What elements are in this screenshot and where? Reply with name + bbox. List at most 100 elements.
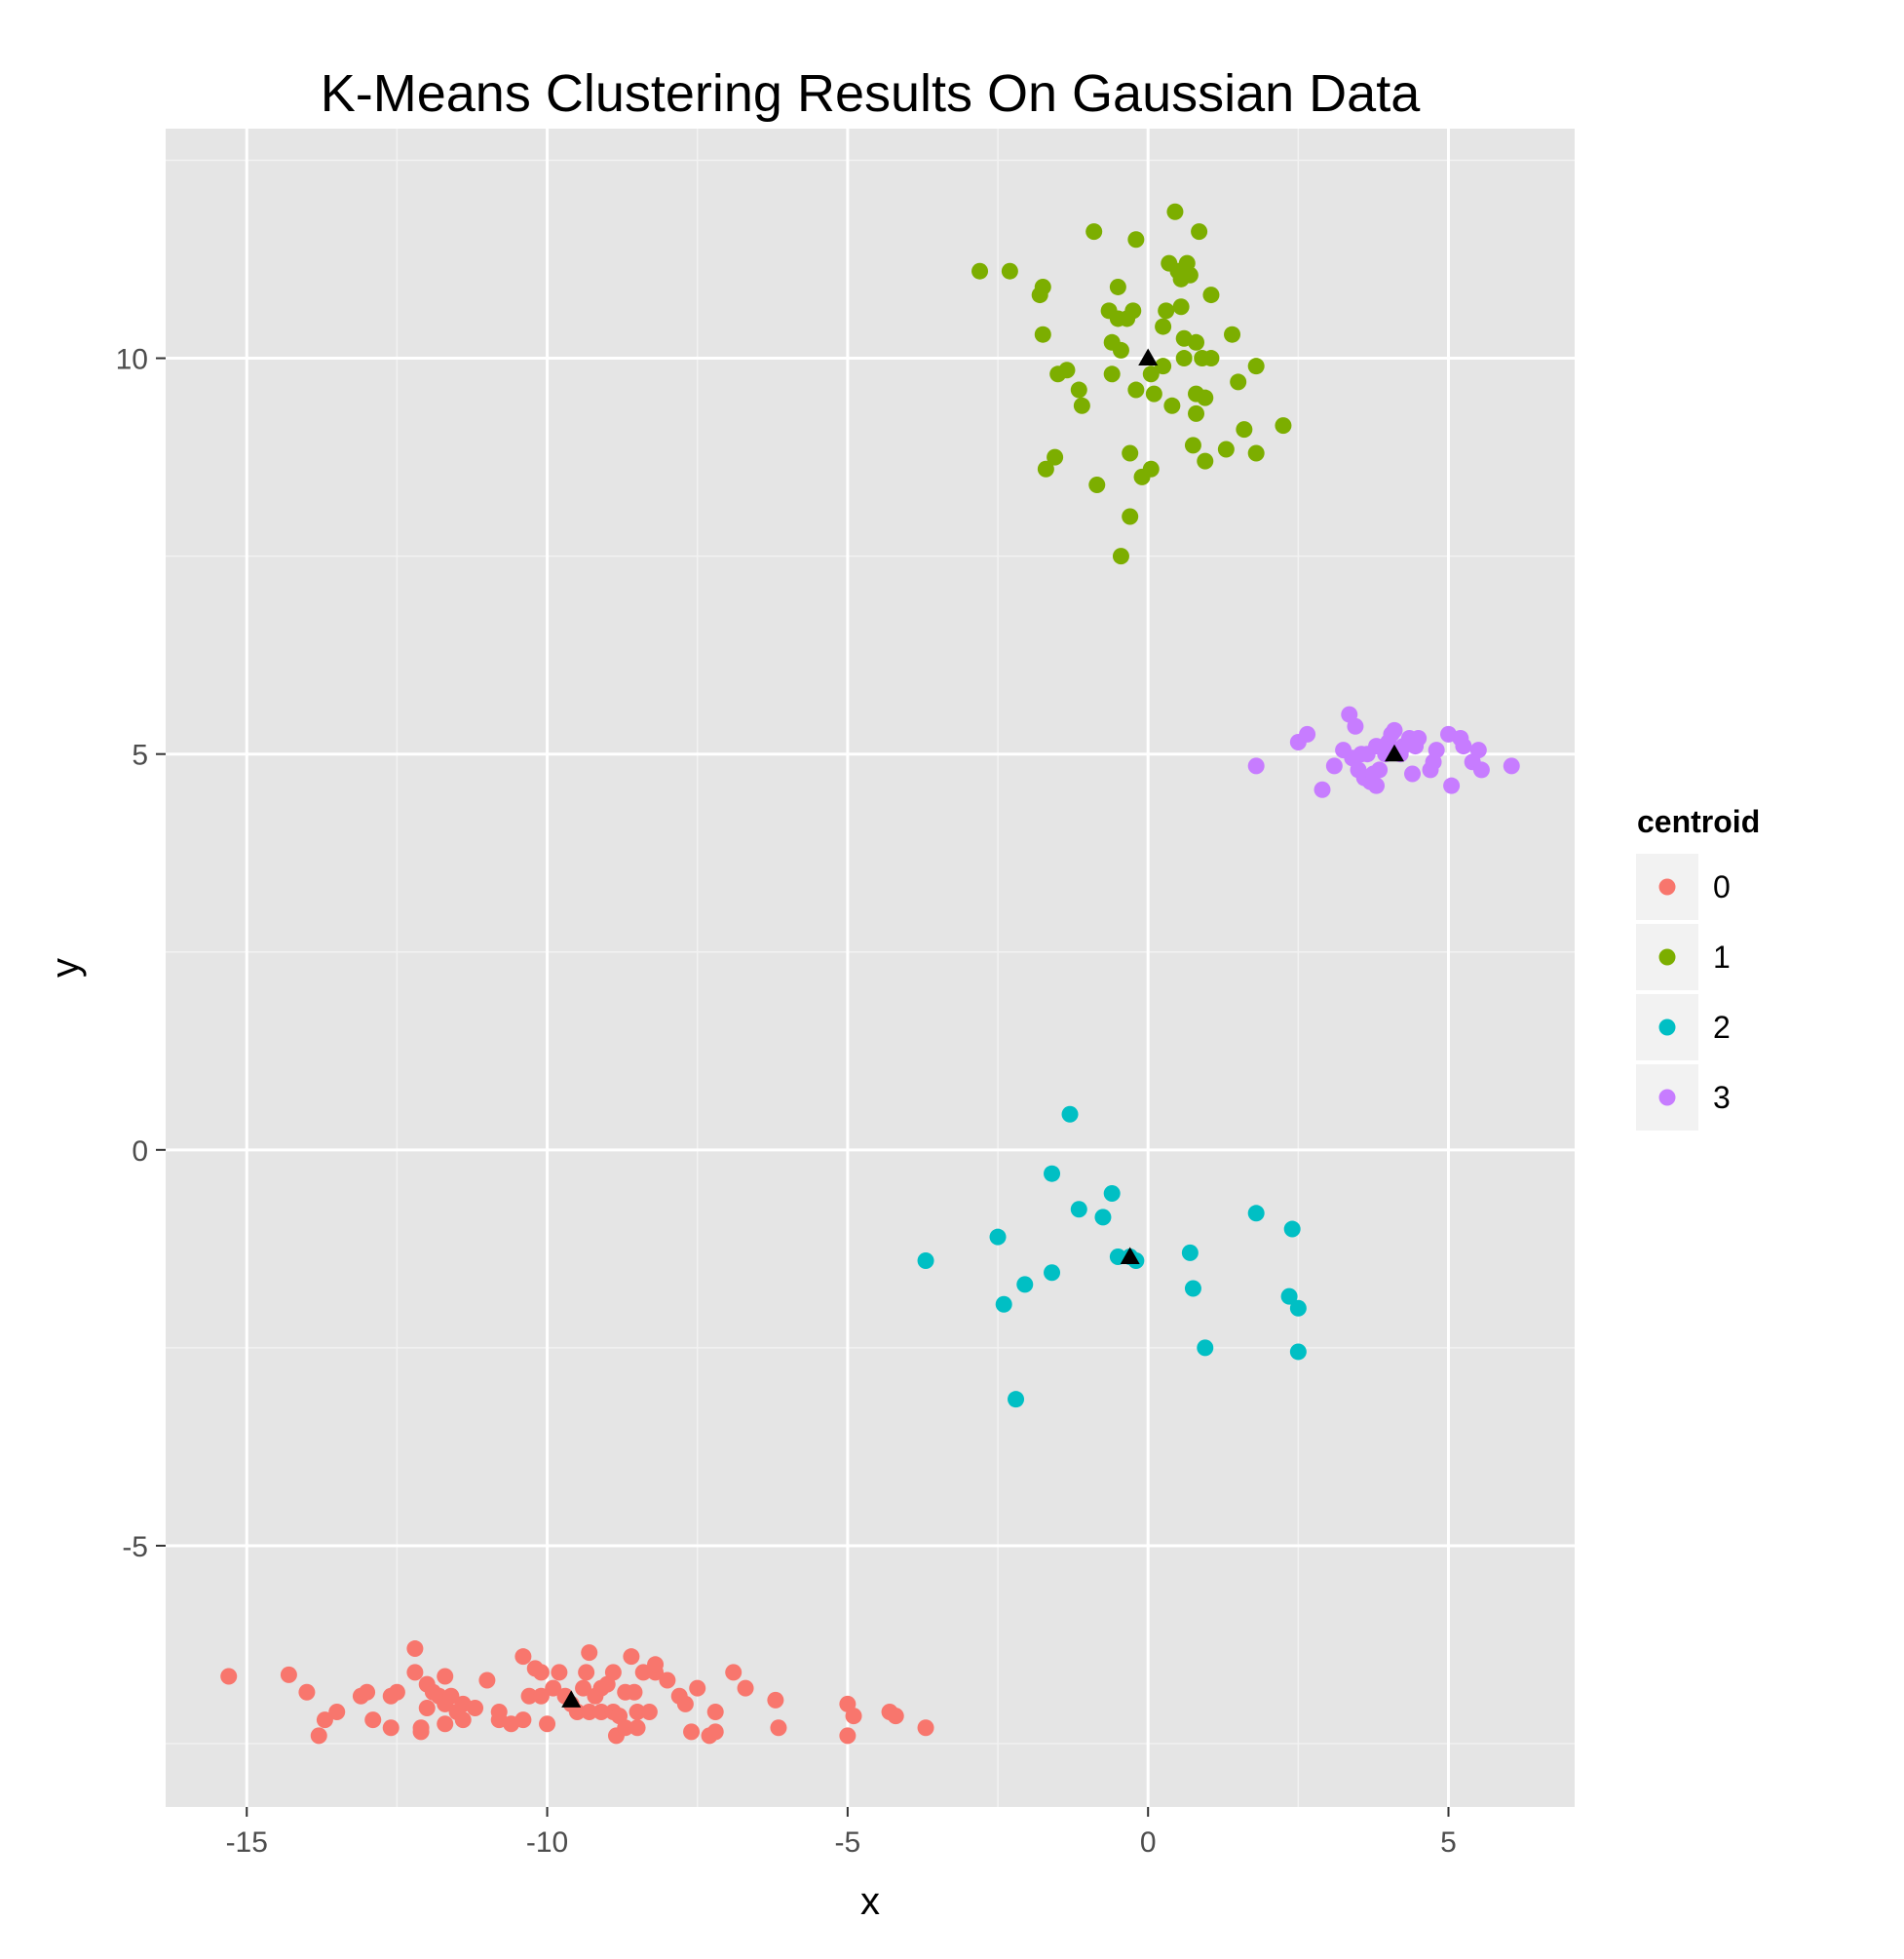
data-point-cluster-0 [280,1666,297,1683]
legend-swatch-0 [1658,878,1676,896]
data-point-cluster-1 [1184,437,1201,454]
data-point-cluster-3 [1404,765,1422,783]
data-point-cluster-2 [1094,1209,1112,1226]
data-point-cluster-1 [1037,460,1054,478]
data-point-cluster-0 [617,1719,634,1737]
data-point-cluster-2 [1044,1264,1061,1282]
legend-items: 0 1 2 3 [1634,852,1731,1133]
legend-swatch-3 [1658,1089,1676,1106]
data-point-cluster-1 [1103,365,1121,383]
data-point-cluster-3 [1472,761,1490,779]
data-point-cluster-0 [887,1708,904,1725]
data-point-cluster-3 [1368,777,1386,794]
data-point-cluster-0 [725,1664,743,1681]
data-point-cluster-1 [1034,326,1051,343]
x-tick-label: -5 [835,1826,861,1859]
data-point-cluster-0 [406,1664,424,1681]
data-point-cluster-2 [917,1252,934,1270]
data-point-cluster-0 [454,1711,472,1729]
data-point-cluster-1 [1070,381,1087,399]
data-point-cluster-1 [1155,358,1172,375]
data-point-cluster-1 [1142,460,1160,478]
data-point-cluster-3 [1503,757,1520,775]
data-point-cluster-1 [1158,302,1175,320]
data-point-cluster-2 [1103,1184,1121,1202]
data-point-cluster-1 [1145,385,1162,403]
data-point-cluster-0 [604,1664,622,1681]
legend-swatch-2 [1658,1018,1676,1036]
legend-title: centroid [1637,804,1760,839]
data-point-cluster-1 [1191,223,1208,241]
data-point-cluster-3 [1455,738,1472,755]
centroid-marker-1 [1138,348,1159,366]
data-point-cluster-0 [316,1711,333,1729]
data-point-cluster-2 [1044,1165,1061,1182]
data-point-cluster-0 [467,1699,484,1716]
data-point-cluster-0 [514,1648,532,1666]
data-point-cluster-1 [1047,448,1064,466]
data-point-cluster-0 [839,1727,857,1745]
data-point-cluster-0 [520,1687,538,1705]
data-point-cluster-3 [1347,717,1364,735]
data-points [220,203,1520,1745]
data-point-cluster-1 [1197,389,1214,406]
data-point-cluster-0 [659,1671,676,1689]
y-axis-label: y [44,958,87,978]
data-point-cluster-2 [995,1295,1012,1313]
data-point-cluster-0 [406,1640,424,1658]
legend-key-3 [1634,1062,1700,1133]
data-point-cluster-1 [1142,365,1160,383]
data-point-cluster-2 [1008,1391,1025,1408]
data-point-cluster-3 [1428,742,1445,759]
data-point-cluster-1 [1112,341,1129,359]
data-point-cluster-1 [1122,508,1139,525]
data-point-cluster-2 [1197,1339,1214,1357]
data-point-cluster-0 [437,1668,454,1685]
data-point-cluster-1 [1085,223,1103,241]
minor-gridlines [166,129,1575,1807]
data-point-cluster-3 [1299,725,1316,743]
data-point-cluster-1 [1073,397,1090,414]
data-point-cluster-0 [388,1683,405,1701]
data-point-cluster-1 [1127,231,1145,249]
data-point-cluster-3 [1443,777,1461,794]
data-point-cluster-1 [1122,444,1139,462]
data-point-cluster-0 [310,1727,327,1745]
data-point-cluster-0 [845,1708,862,1725]
data-point-cluster-1 [1275,417,1292,435]
data-point-cluster-1 [1217,441,1235,458]
data-point-cluster-1 [1247,444,1265,462]
y-tick-label: -5 [122,1531,148,1563]
data-point-cluster-1 [1202,287,1220,304]
data-point-cluster-1 [1001,262,1018,280]
data-point-cluster-0 [578,1664,595,1681]
data-point-cluster-1 [971,262,989,280]
major-gridlines [166,129,1575,1807]
data-point-cluster-0 [382,1719,400,1737]
data-point-cluster-0 [551,1664,568,1681]
centroid-marker-3 [1385,744,1405,762]
legend-swatch-1 [1658,948,1676,966]
data-point-cluster-1 [1127,381,1145,399]
y-tick-label: 0 [132,1135,148,1168]
data-point-cluster-1 [1175,350,1193,367]
data-point-cluster-0 [706,1704,724,1721]
data-point-cluster-0 [592,1704,610,1721]
data-point-cluster-2 [1070,1201,1087,1218]
data-point-cluster-0 [359,1683,376,1701]
data-point-cluster-2 [1184,1280,1201,1297]
data-point-cluster-3 [1386,721,1403,739]
data-point-cluster-0 [683,1723,701,1741]
centroid-marker-2 [1120,1247,1140,1264]
data-point-cluster-1 [1112,548,1129,565]
data-point-cluster-1 [1202,350,1220,367]
data-point-cluster-2 [1247,1205,1265,1222]
data-point-cluster-0 [575,1679,592,1697]
legend-label-0: 0 [1713,869,1731,904]
data-point-cluster-0 [545,1679,562,1697]
data-point-cluster-1 [1172,298,1190,316]
data-point-cluster-1 [1166,203,1184,220]
chart-title: K-Means Clustering Results On Gaussian D… [321,64,1421,123]
data-point-cluster-0 [640,1704,658,1721]
data-point-cluster-3 [1325,757,1343,775]
